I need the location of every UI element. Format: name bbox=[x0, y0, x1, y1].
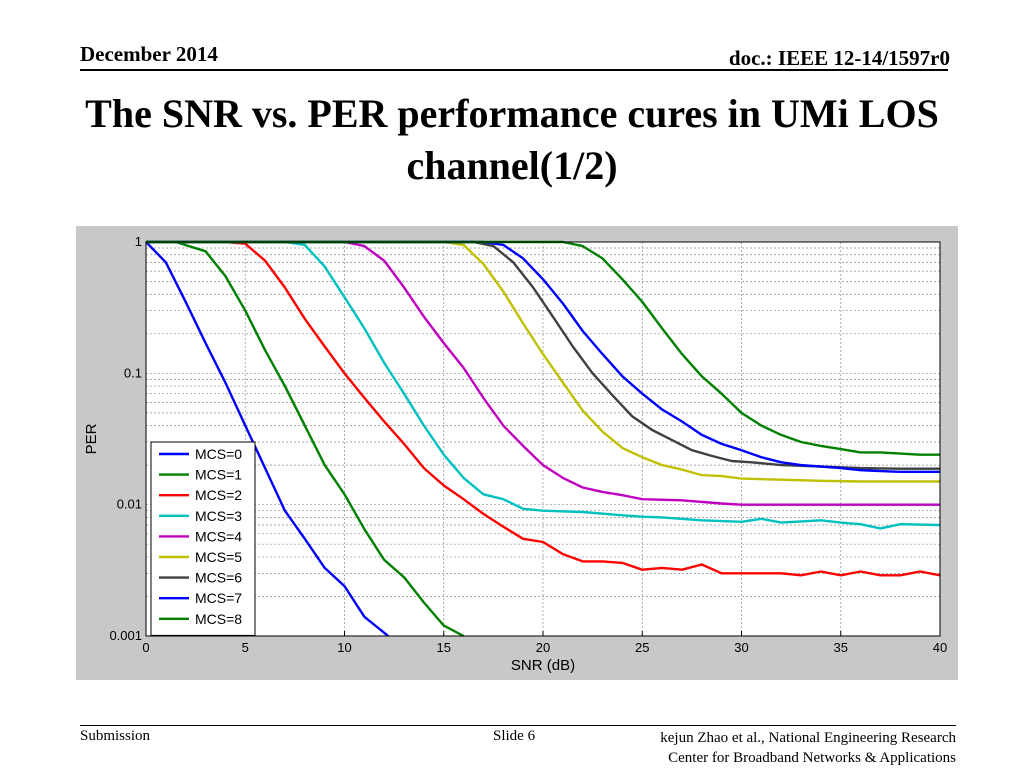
footer-author: kejun Zhao et al., National Engineering … bbox=[600, 728, 956, 768]
legend-label: MCS=7 bbox=[195, 590, 242, 606]
series-line-mcs-1 bbox=[146, 240, 465, 638]
x-tick-label: 30 bbox=[734, 640, 748, 655]
x-tick-label: 0 bbox=[142, 640, 149, 655]
series-line-mcs-4 bbox=[146, 240, 940, 506]
legend-label: MCS=3 bbox=[195, 508, 242, 524]
x-tick-label: 10 bbox=[337, 640, 351, 655]
series-line-mcs-0 bbox=[145, 241, 389, 637]
legend-label: MCS=0 bbox=[195, 446, 242, 462]
series-line-mcs-2 bbox=[146, 240, 941, 577]
slide-title: The SNR vs. PER performance cures in UMi… bbox=[85, 91, 939, 188]
footer-slide-number: Slide 6 bbox=[493, 728, 536, 744]
x-tick-label: 25 bbox=[635, 640, 649, 655]
series-line-mcs-8 bbox=[146, 240, 940, 456]
legend-label: MCS=8 bbox=[195, 611, 242, 627]
footer-submission: Submission bbox=[80, 728, 151, 744]
y-axis-label: PER bbox=[83, 423, 100, 454]
series-line-mcs-5 bbox=[146, 240, 940, 483]
x-tick-label: 15 bbox=[437, 640, 451, 655]
x-tick-label: 35 bbox=[834, 640, 848, 655]
series-line-mcs-3 bbox=[146, 240, 941, 530]
legend-label: MCS=2 bbox=[195, 487, 242, 503]
x-tick-label: 20 bbox=[536, 640, 550, 655]
chart-figure: 0 5 10 15 20 25 30 35 40 0.001 0.01 0.1 1 SNR (dB) PER… bbox=[76, 226, 958, 680]
header-date: December 2014 bbox=[80, 42, 218, 66]
x-axis-label: SNR (dB) bbox=[511, 657, 575, 674]
x-tick-label: 5 bbox=[242, 640, 249, 655]
x-tick-label: 40 bbox=[933, 640, 947, 655]
legend-label: MCS=4 bbox=[195, 528, 242, 544]
header-rule bbox=[80, 69, 948, 71]
footer-author-line2: Center for Broadband Networks & Applicat… bbox=[668, 750, 956, 766]
y-tick-label: 0.1 bbox=[124, 365, 142, 380]
footer-rule bbox=[80, 725, 956, 726]
legend-label: MCS=5 bbox=[195, 549, 242, 565]
series-line-mcs-7 bbox=[146, 240, 940, 474]
footer-author-line1: kejun Zhao et al., National Engineering … bbox=[660, 730, 956, 746]
y-tick-label: 0.001 bbox=[109, 628, 142, 643]
header-doc-id: doc.: IEEE 12-14/1597r0 bbox=[728, 46, 950, 70]
y-tick-label: 0.01 bbox=[117, 497, 142, 512]
legend-label: MCS=1 bbox=[195, 467, 242, 483]
legend-label: MCS=6 bbox=[195, 570, 242, 586]
per-chart: 0 5 10 15 20 25 30 35 40 0.001 0.01 0.1 1 SNR (dB) PER… bbox=[83, 234, 947, 674]
y-tick-label: 1 bbox=[135, 234, 142, 249]
